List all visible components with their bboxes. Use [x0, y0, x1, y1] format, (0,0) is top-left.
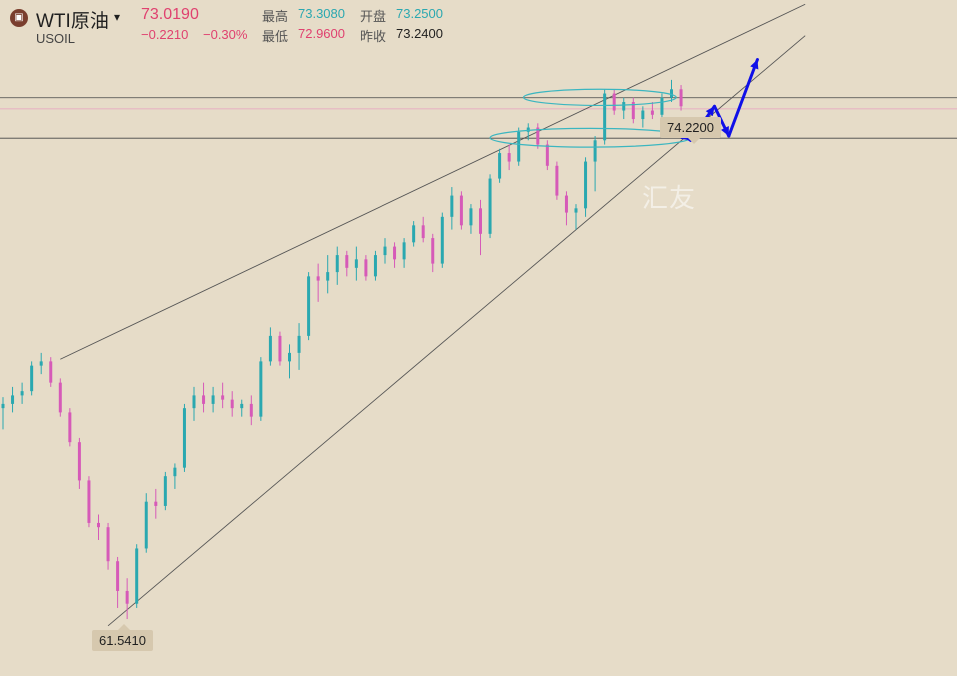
candle-body [249, 403, 253, 417]
open-value: 73.2500 [396, 6, 443, 21]
candle-body [278, 335, 282, 362]
candle-body [622, 102, 626, 111]
candle-body [412, 225, 416, 243]
candle-body [144, 501, 148, 549]
candle-body [631, 102, 635, 120]
candle-body [612, 93, 616, 111]
candle-body [421, 225, 425, 239]
high-marker-label: 74.2200 [660, 117, 721, 144]
candle-body [459, 195, 463, 226]
candle-body [507, 153, 511, 162]
candle-body [11, 395, 15, 404]
candle-body [440, 216, 444, 264]
candle-body [584, 161, 588, 209]
prev-close-label: 昨收 [360, 29, 387, 44]
candle-body [240, 403, 244, 409]
range-ellipse [522, 88, 677, 107]
candle-body [77, 442, 81, 481]
candle-body [402, 242, 406, 260]
chevron-down-icon[interactable]: ▾ [114, 10, 121, 24]
last-price: 73.0190 [141, 6, 199, 23]
candle-body [555, 165, 559, 196]
candle-body [373, 255, 377, 277]
symbol-logo-icon: ▣ [10, 9, 28, 27]
symbol-code: USOIL [36, 31, 76, 46]
forecast-arrow-shaft [727, 58, 759, 138]
candle-body [173, 467, 177, 477]
candle-body [469, 208, 473, 226]
candle-body [354, 259, 358, 268]
low-marker-label: 61.5410 [92, 624, 153, 651]
candle-body [68, 412, 72, 443]
low-value: 72.9600 [298, 26, 345, 41]
prev-close-value: 73.2400 [396, 26, 443, 41]
candle-body [450, 195, 454, 217]
candle-body [641, 110, 645, 120]
candle-body [125, 590, 129, 604]
candle-body [182, 408, 186, 468]
open-label: 开盘 [360, 9, 387, 24]
candle-body [431, 238, 435, 264]
candle-body [221, 395, 225, 400]
candle-body [488, 178, 492, 234]
candle-body [154, 501, 158, 506]
candle-body [498, 153, 502, 179]
candle-body [297, 335, 301, 353]
candle-body [288, 352, 291, 362]
candle-body [650, 110, 654, 115]
candle-body [335, 255, 339, 273]
candle-body [30, 365, 34, 392]
watermark: 汇友 [642, 184, 697, 214]
candle-body [1, 403, 5, 409]
candle-body [316, 276, 320, 281]
candle-body [593, 140, 597, 162]
candle-body [106, 527, 110, 562]
candle-body [526, 127, 530, 132]
candle-body [517, 131, 521, 162]
candle-body [20, 391, 24, 396]
candle-body [479, 208, 482, 234]
candle-body [670, 89, 673, 98]
price-change: −0.2210 [141, 27, 189, 42]
candle-body [393, 246, 397, 260]
candle-body [679, 89, 683, 107]
candle-body [564, 195, 568, 213]
candle-body [39, 361, 43, 366]
high-label: 最高 [262, 9, 289, 24]
candle-body [163, 476, 167, 506]
candle-body [307, 276, 311, 336]
candle-body [230, 399, 234, 409]
forecast-arrow-head [720, 126, 729, 137]
candle-body [135, 548, 139, 604]
candle-body [545, 144, 549, 166]
candle-body [603, 93, 607, 141]
low-label: 最低 [262, 29, 289, 44]
candles [1, 79, 683, 620]
candle-body [345, 255, 349, 268]
candle-body [116, 561, 120, 591]
forecast-arrow-head [750, 59, 759, 70]
price-change-pct: −0.30% [203, 27, 248, 42]
candle-body [192, 395, 196, 409]
candle-body [268, 335, 272, 362]
forecast-arrow-head [705, 106, 715, 117]
high-value: 73.3080 [298, 6, 345, 21]
candle-body [49, 361, 53, 383]
channel-upper-line [60, 3, 806, 360]
candle-body [660, 97, 664, 115]
candle-body [58, 382, 62, 413]
candle-body [383, 246, 387, 256]
candle-body [536, 127, 540, 145]
candle-body [259, 361, 263, 417]
candle-body [202, 395, 206, 404]
candle-body [97, 522, 100, 528]
candle-body [87, 480, 91, 523]
candle-body [574, 208, 578, 213]
candle-body [211, 395, 215, 404]
horizontal-levels [0, 97, 957, 139]
symbol-name[interactable]: WTI原油 [36, 11, 109, 32]
candle-body [364, 259, 368, 277]
candle-body [326, 272, 330, 281]
